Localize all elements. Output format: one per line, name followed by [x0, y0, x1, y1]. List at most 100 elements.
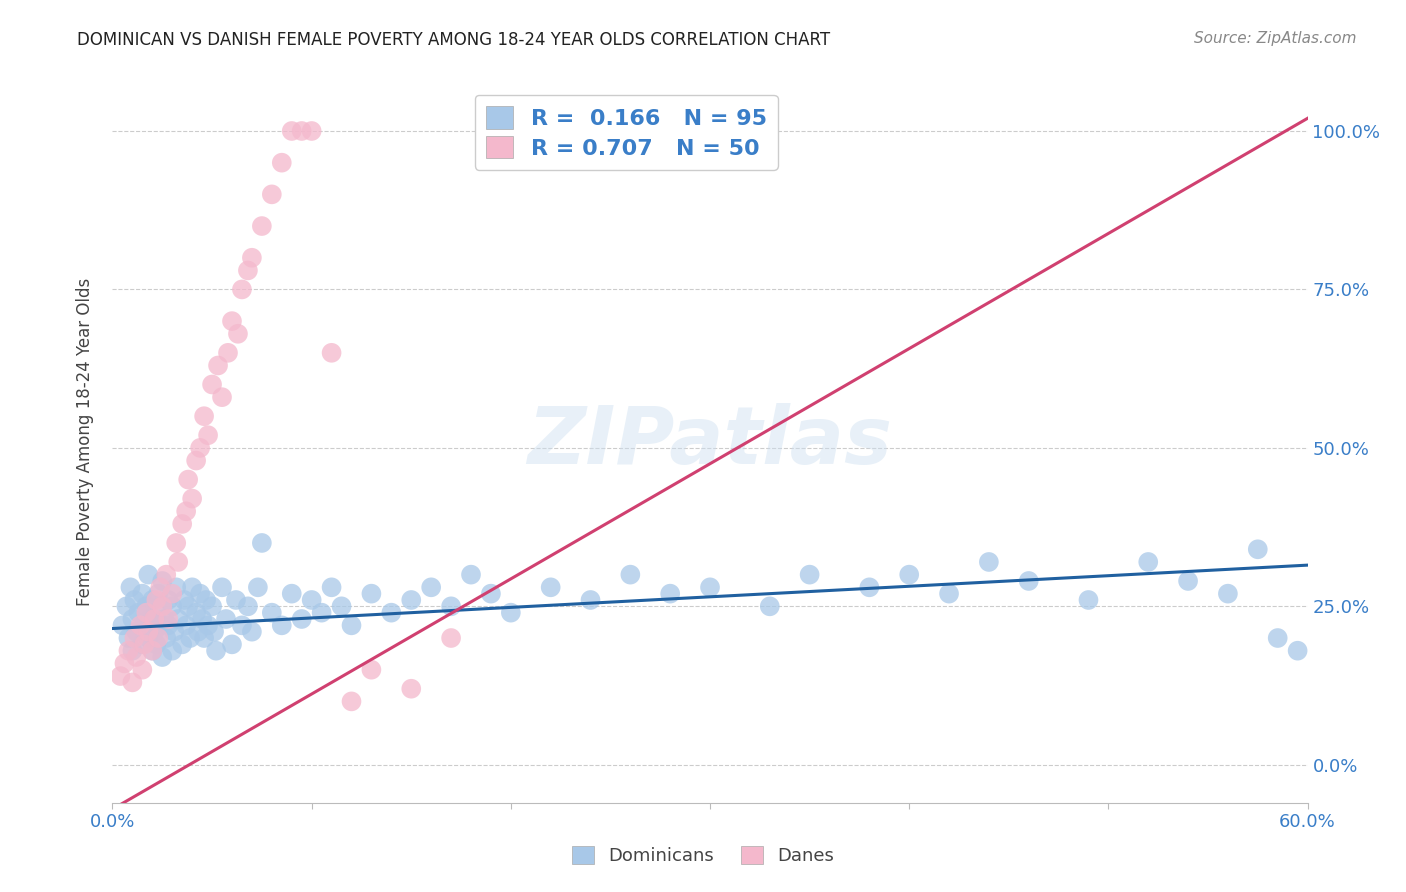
Point — [127, 606, 149, 620]
Point — [179, 631, 201, 645]
Point — [193, 631, 215, 645]
Point — [163, 624, 186, 639]
Point — [148, 587, 170, 601]
Point — [221, 314, 243, 328]
Point — [401, 593, 423, 607]
Point — [124, 593, 146, 607]
Point — [211, 580, 233, 594]
Point — [153, 612, 176, 626]
Point — [129, 618, 152, 632]
Point — [138, 631, 160, 645]
Point — [301, 593, 323, 607]
Point — [172, 637, 194, 651]
Point — [579, 593, 602, 607]
Point — [124, 631, 146, 645]
Point — [1077, 593, 1099, 607]
Point — [135, 606, 157, 620]
Point — [699, 580, 721, 594]
Text: Source: ZipAtlas.com: Source: ZipAtlas.com — [1194, 31, 1357, 46]
Point — [150, 574, 173, 588]
Point — [260, 187, 283, 202]
Point — [149, 580, 172, 594]
Point — [270, 155, 292, 169]
Point — [165, 536, 187, 550]
Point — [111, 618, 134, 632]
Point — [131, 637, 153, 651]
Point — [181, 491, 204, 506]
Point — [977, 555, 1000, 569]
Point — [186, 606, 208, 620]
Point — [250, 219, 273, 233]
Point — [1286, 643, 1309, 657]
Point — [110, 669, 132, 683]
Point — [187, 624, 209, 639]
Point — [195, 593, 218, 607]
Point — [281, 124, 304, 138]
Point — [479, 587, 502, 601]
Point — [440, 631, 463, 645]
Point — [236, 263, 259, 277]
Point — [145, 606, 167, 620]
Point — [207, 359, 229, 373]
Point — [281, 587, 304, 601]
Point — [1247, 542, 1270, 557]
Point — [173, 593, 195, 607]
Point — [540, 580, 562, 594]
Point — [330, 599, 353, 614]
Point — [186, 453, 208, 467]
Point — [157, 618, 180, 632]
Point — [138, 624, 160, 639]
Point — [221, 637, 243, 651]
Point — [619, 567, 641, 582]
Point — [858, 580, 880, 594]
Point — [162, 599, 183, 614]
Point — [191, 612, 214, 626]
Point — [157, 612, 180, 626]
Point — [205, 643, 228, 657]
Point — [134, 618, 156, 632]
Point — [240, 251, 263, 265]
Point — [1216, 587, 1239, 601]
Point — [759, 599, 782, 614]
Point — [270, 618, 292, 632]
Point — [1137, 555, 1160, 569]
Legend: R =  0.166   N = 95, R = 0.707   N = 50: R = 0.166 N = 95, R = 0.707 N = 50 — [475, 95, 778, 169]
Point — [188, 587, 211, 601]
Point — [321, 346, 343, 360]
Point — [181, 580, 204, 594]
Point — [225, 593, 247, 607]
Point — [115, 599, 138, 614]
Point — [360, 587, 382, 601]
Point — [138, 567, 160, 582]
Point — [231, 282, 253, 296]
Point — [246, 580, 269, 594]
Point — [197, 428, 219, 442]
Point — [145, 637, 167, 651]
Point — [321, 580, 343, 594]
Point — [1018, 574, 1040, 588]
Point — [193, 409, 215, 424]
Point — [250, 536, 273, 550]
Point — [120, 580, 142, 594]
Point — [197, 618, 219, 632]
Point — [148, 631, 170, 645]
Point — [141, 593, 163, 607]
Point — [177, 599, 200, 614]
Point — [311, 606, 333, 620]
Point — [117, 631, 139, 645]
Point — [201, 599, 224, 614]
Point — [114, 657, 135, 671]
Point — [460, 567, 482, 582]
Text: DOMINICAN VS DANISH FEMALE POVERTY AMONG 18-24 YEAR OLDS CORRELATION CHART: DOMINICAN VS DANISH FEMALE POVERTY AMONG… — [77, 31, 831, 49]
Point — [211, 390, 233, 404]
Legend: Dominicans, Danes: Dominicans, Danes — [565, 838, 841, 872]
Point — [499, 606, 522, 620]
Point — [938, 587, 960, 601]
Point — [125, 650, 148, 665]
Point — [121, 612, 143, 626]
Point — [121, 643, 143, 657]
Point — [215, 612, 238, 626]
Point — [145, 593, 167, 607]
Point — [135, 599, 157, 614]
Point — [174, 504, 197, 518]
